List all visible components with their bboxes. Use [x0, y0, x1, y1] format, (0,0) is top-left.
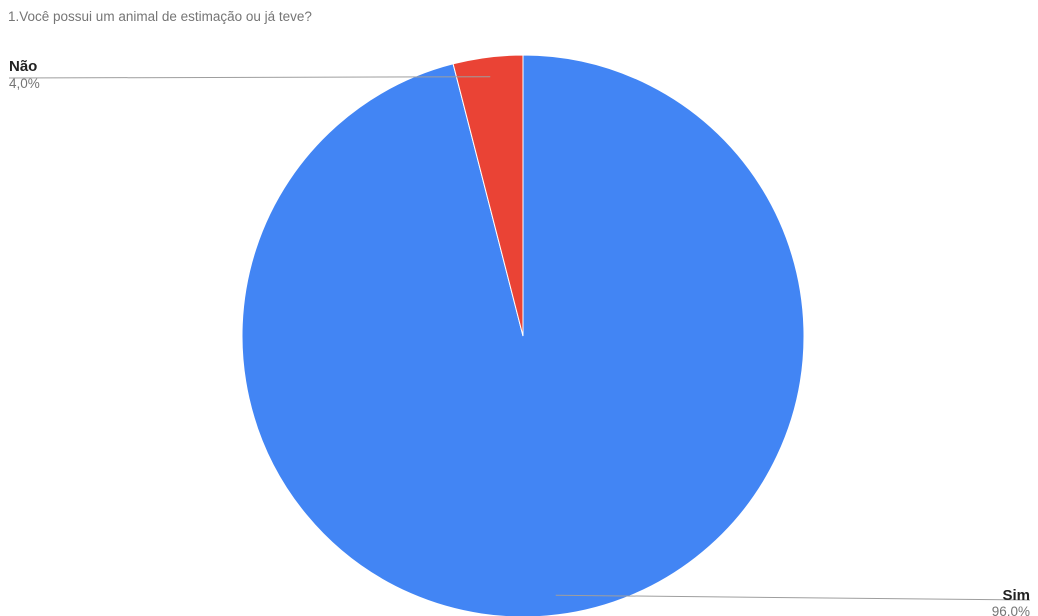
- pie-slice-nao: [452, 54, 524, 337]
- slice-label-name: Sim: [1002, 587, 1030, 604]
- leader-line-nao: [8, 76, 491, 79]
- slice-label-value: 96,0%: [992, 604, 1030, 616]
- leader-lines: [8, 76, 1031, 601]
- chart-title: 1.Você possui um animal de estimação ou …: [8, 9, 312, 24]
- slice-label-value: 4,0%: [9, 76, 40, 91]
- leader-line-sim: [555, 594, 1031, 601]
- slice-label-name: Não: [9, 58, 37, 75]
- pie-slices: [241, 54, 805, 616]
